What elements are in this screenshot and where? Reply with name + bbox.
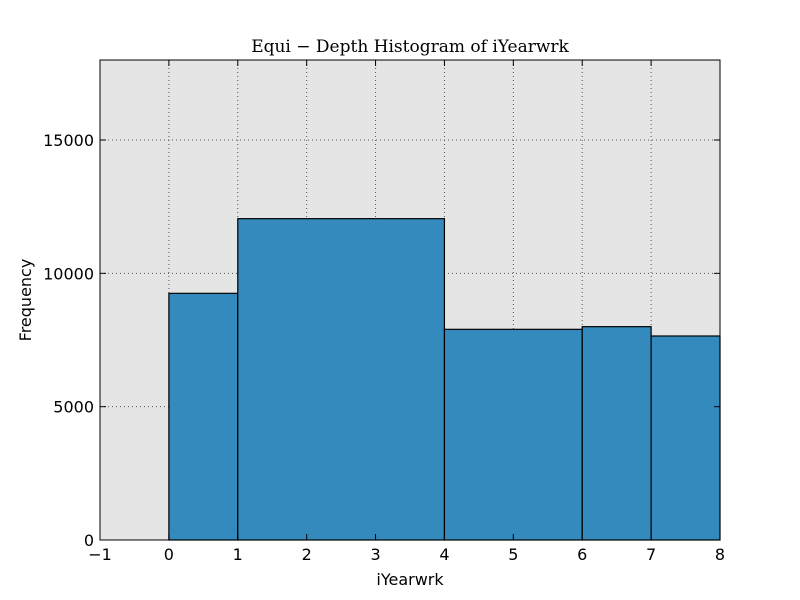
y-tick-label: 15000	[43, 131, 94, 150]
histogram-bar	[443, 328, 583, 541]
y-axis-label: Frequency	[16, 259, 35, 342]
x-tick-label: 3	[370, 545, 380, 564]
histogram-bar	[650, 335, 721, 541]
x-tick-label: 5	[508, 545, 518, 564]
y-tick-label: 5000	[53, 398, 94, 417]
histogram-bar	[168, 292, 239, 541]
x-tick-label: 8	[715, 545, 725, 564]
x-tick-label: −1	[88, 545, 112, 564]
x-tick-label: 1	[233, 545, 243, 564]
x-tick-label: 4	[439, 545, 449, 564]
plot-frame	[99, 59, 721, 541]
chart-title: Equi − Depth Histogram of iYearwrk	[251, 37, 569, 57]
y-tick-label: 10000	[43, 264, 94, 283]
histogram-bar	[581, 326, 652, 541]
x-tick-label: 7	[646, 545, 656, 564]
x-axis-label: iYearwrk	[376, 570, 444, 589]
x-tick-label: 6	[577, 545, 587, 564]
histogram-bar	[237, 218, 446, 541]
y-tick-label: 0	[84, 531, 94, 550]
x-tick-label: 0	[164, 545, 174, 564]
x-tick-label: 2	[302, 545, 312, 564]
histogram-bars	[168, 218, 721, 541]
